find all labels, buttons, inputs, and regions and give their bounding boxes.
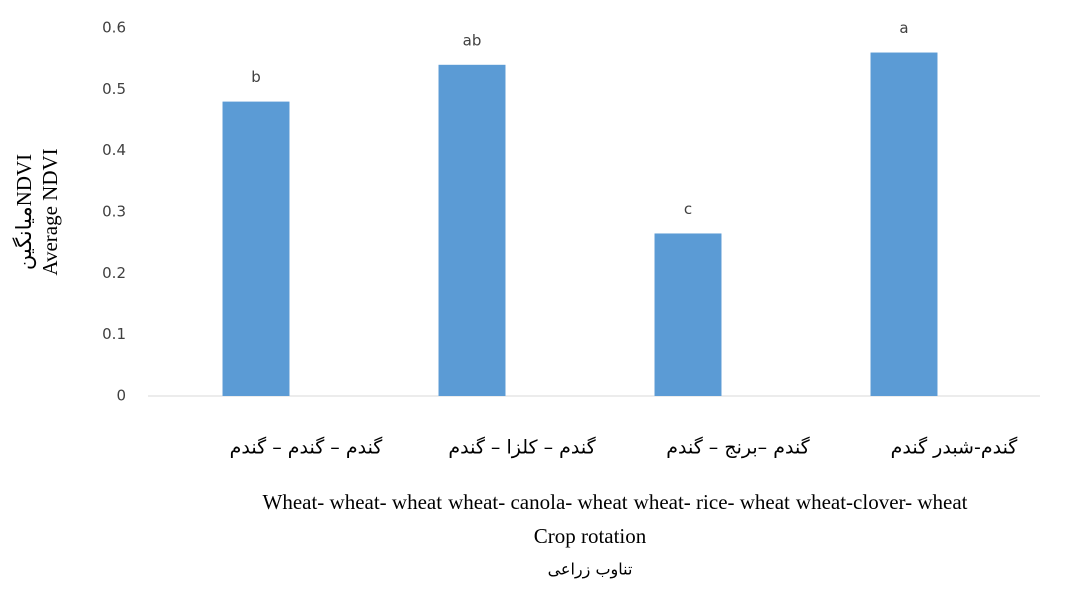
x-axis-label: Crop rotation [534,524,647,548]
x-axis-label-fa: تناوب زراعی [548,560,633,580]
y-tick-label: 0.3 [102,203,126,221]
x-tick-label: گندم –برنج – گندم [666,436,810,459]
x-tick-label-en: wheat-clover- wheat [796,490,968,514]
x-tick-labels-en: Wheat- wheat- wheat wheat- canola- wheat w… [263,490,968,514]
significance-letter: ab [463,31,482,49]
x-tick-label-en: wheat- rice- wheat [634,490,790,514]
x-tick-label-en: wheat- canola- wheat [448,490,628,514]
significance-letter: a [899,19,908,37]
y-tick-label: 0.5 [102,80,126,98]
y-tick-label: 0.1 [102,325,126,343]
y-tick-label: 0.6 [102,19,126,37]
significance-letter: c [684,200,692,218]
bar [870,52,938,397]
bar [654,233,722,396]
significance-letter: b [251,68,261,86]
x-tick-label-en: Wheat- wheat- wheat [263,490,443,514]
y-tick-label: 0 [116,387,126,405]
x-tick-label: گندم-شبدر گندم [891,436,1019,459]
y-axis-label: Average NDVI [38,148,62,275]
y-tick-label: 0.2 [102,264,126,282]
x-tick-label: گندم – کلزا – گندم [448,436,596,459]
bar [438,64,506,397]
y-axis-label-fa: میانگینNDVI [12,154,37,270]
x-tick-label: گندم – گندم – گندم [230,436,384,459]
bar [222,101,290,396]
y-tick-label: 0.4 [102,141,126,159]
